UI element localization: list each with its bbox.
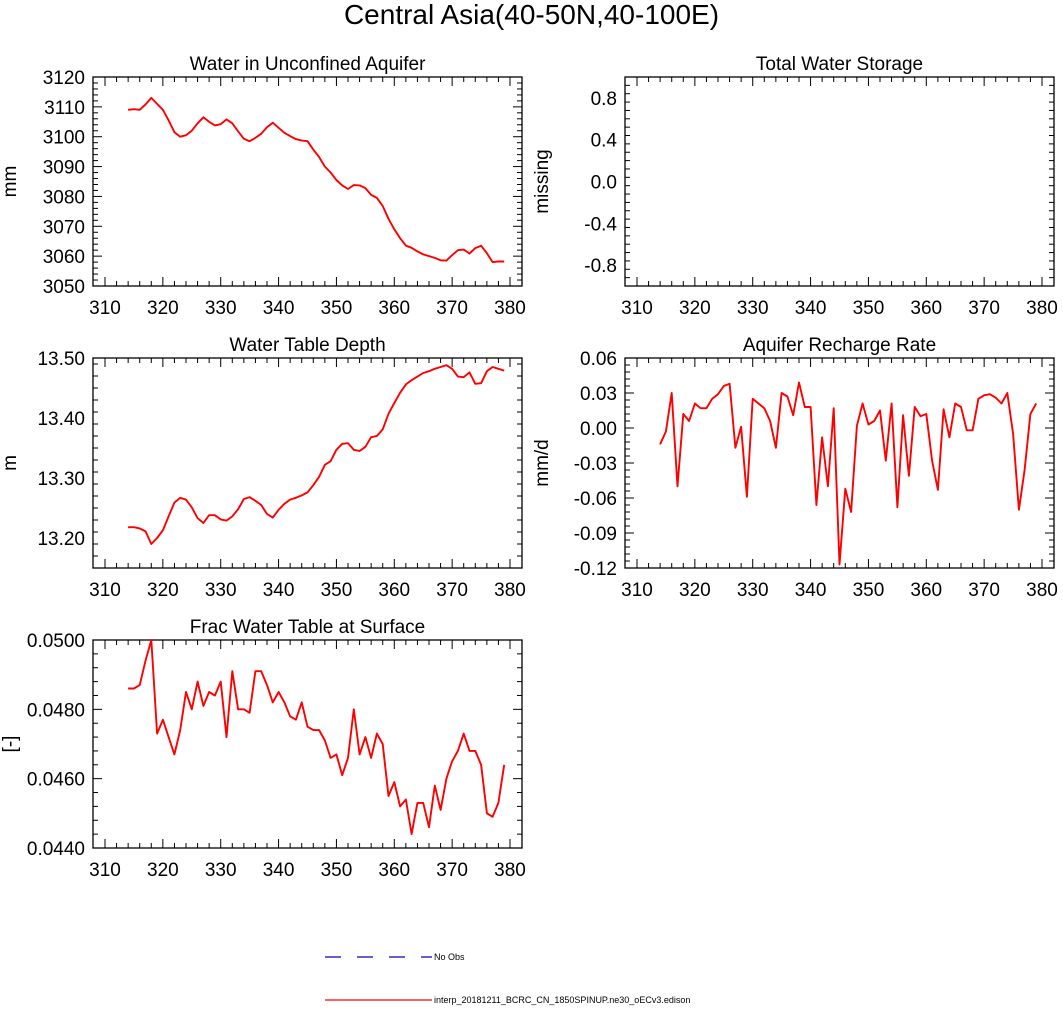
chart-panel-4: Aquifer Recharge Rate mm/d 310 320 330 340 350… <box>532 335 1058 601</box>
x-tick-label: 330 <box>737 298 769 319</box>
plot-frame <box>93 77 522 286</box>
y-tick-label: 13.40 <box>37 409 85 430</box>
x-tick-label: 360 <box>378 580 410 601</box>
y-axis-label: mm <box>0 166 21 198</box>
series-line <box>128 365 504 544</box>
x-tick-label: 310 <box>89 580 121 601</box>
y-tick-label: 13.50 <box>37 349 85 370</box>
y-tick-label: -0.03 <box>574 454 617 475</box>
y-tick-label: 0.06 <box>580 349 617 370</box>
chart-panel-3: Water Table Depth m 310 320 330 340 350 360 370 3… <box>0 335 526 601</box>
y-tick-label: 0.0 <box>591 173 617 194</box>
x-tick-label: 360 <box>910 298 942 319</box>
panel-title: Water Table Depth <box>229 335 385 356</box>
x-tick-label: 380 <box>1026 580 1058 601</box>
x-tick-label: 340 <box>263 860 295 881</box>
x-tick-label: 370 <box>436 580 468 601</box>
x-tick-label: 320 <box>147 860 179 881</box>
x-tick-label: 350 <box>321 860 353 881</box>
y-tick-label: 13.20 <box>37 529 85 550</box>
panel-title: Total Water Storage <box>756 54 923 75</box>
y-tick-label: -0.06 <box>574 489 617 510</box>
y-tick-label: -0.8 <box>584 256 617 277</box>
x-tick-label: 320 <box>679 298 711 319</box>
x-tick-label: 340 <box>263 298 295 319</box>
y-axis-label: m <box>0 455 21 471</box>
x-tick-label: 310 <box>621 580 653 601</box>
x-tick-label: 350 <box>853 580 885 601</box>
panel-title: Water in Unconfined Aquifer <box>190 54 427 75</box>
y-tick-label: 13.30 <box>37 469 85 490</box>
y-tick-label: 0.8 <box>591 89 617 110</box>
x-tick-label: 340 <box>795 298 827 319</box>
y-tick-label: 0.0480 <box>27 700 85 721</box>
y-tick-label: 3080 <box>43 187 85 208</box>
y-axis-label: [-] <box>0 736 21 753</box>
series-line <box>128 98 504 262</box>
series-line <box>128 640 504 834</box>
y-tick-label: 3090 <box>43 158 85 179</box>
x-tick-label: 360 <box>378 298 410 319</box>
legend-label-model: interp_20181211_BCRC_CN_1850SPINUP.ne30_… <box>434 995 690 1005</box>
plot-frame <box>625 358 1054 568</box>
x-tick-label: 320 <box>147 580 179 601</box>
x-tick-label: 340 <box>263 580 295 601</box>
y-axis-label: mm/d <box>532 439 553 487</box>
x-tick-label: 330 <box>205 580 237 601</box>
x-tick-label: 360 <box>378 860 410 881</box>
x-tick-label: 330 <box>205 860 237 881</box>
x-tick-label: 370 <box>968 580 1000 601</box>
x-tick-label: 350 <box>321 580 353 601</box>
x-tick-label: 380 <box>494 298 526 319</box>
chart-panel-1: Water in Unconfined Aquifer mm 310 320 330 34… <box>0 54 526 319</box>
y-tick-label: 0.0440 <box>27 839 85 860</box>
panels: Water in Unconfined Aquifer mm 310 320 330 34… <box>0 54 1058 881</box>
y-tick-label: -0.09 <box>574 524 617 545</box>
x-tick-label: 330 <box>737 580 769 601</box>
plot-frame <box>625 77 1054 286</box>
x-tick-label: 320 <box>679 580 711 601</box>
chart-panel-2: Total Water Storage missing 310 320 330 340 35… <box>532 54 1058 319</box>
x-tick-label: 330 <box>205 298 237 319</box>
y-tick-label: 3060 <box>43 247 85 268</box>
x-tick-label: 340 <box>795 580 827 601</box>
y-axis-label: missing <box>532 149 553 213</box>
y-tick-label: 3100 <box>43 128 85 149</box>
y-tick-label: 3120 <box>43 68 85 89</box>
chart-panel-5: Frac Water Table at Surface [-] 310 320 330 3… <box>0 617 526 881</box>
y-tick-label: 0.0460 <box>27 770 85 791</box>
y-tick-label: -0.4 <box>584 214 617 235</box>
y-tick-label: 0.0500 <box>27 631 85 652</box>
x-tick-label: 370 <box>436 860 468 881</box>
x-tick-label: 380 <box>494 580 526 601</box>
y-tick-label: 0.4 <box>591 131 618 152</box>
series-line <box>660 383 1036 565</box>
x-tick-label: 380 <box>494 860 526 881</box>
y-tick-label: -0.12 <box>574 559 617 580</box>
x-tick-label: 380 <box>1026 298 1058 319</box>
y-tick-label: 0.00 <box>580 419 617 440</box>
panel-title: Aquifer Recharge Rate <box>743 335 936 356</box>
y-tick-label: 3050 <box>43 277 85 298</box>
x-tick-label: 310 <box>89 860 121 881</box>
y-tick-label: 3110 <box>44 98 85 119</box>
x-tick-label: 350 <box>321 298 353 319</box>
x-tick-label: 310 <box>89 298 121 319</box>
x-tick-label: 370 <box>968 298 1000 319</box>
x-tick-label: 360 <box>910 580 942 601</box>
y-tick-label: 3070 <box>43 217 85 238</box>
legend-label-no-obs: No Obs <box>434 952 465 962</box>
y-tick-label: 0.03 <box>580 384 617 405</box>
figure-canvas: Water in Unconfined Aquifer mm 310 320 330 34… <box>0 0 1063 1010</box>
x-tick-label: 350 <box>853 298 885 319</box>
panel-title: Frac Water Table at Surface <box>190 617 426 638</box>
x-tick-label: 320 <box>147 298 179 319</box>
x-tick-label: 370 <box>436 298 468 319</box>
legend: No Obs interp_20181211_BCRC_CN_1850SPINU… <box>325 952 690 1005</box>
plot-frame <box>93 640 522 848</box>
x-tick-label: 310 <box>621 298 653 319</box>
